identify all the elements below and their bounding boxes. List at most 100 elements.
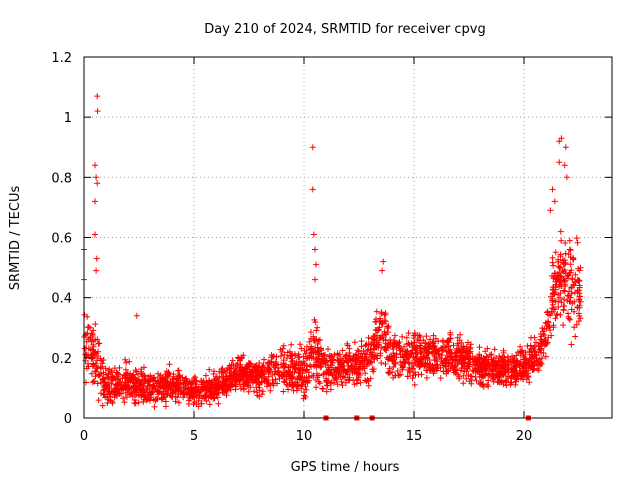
data-point	[467, 344, 474, 351]
data-point	[549, 254, 556, 261]
data-point	[469, 367, 476, 374]
data-point	[505, 369, 512, 376]
data-point	[551, 198, 558, 205]
data-point	[261, 356, 267, 363]
data-point	[318, 350, 325, 357]
data-point	[563, 174, 570, 181]
data-point	[556, 159, 563, 166]
data-point	[548, 332, 555, 339]
data-point	[417, 362, 424, 369]
data-point	[410, 365, 417, 372]
data-point	[484, 345, 491, 352]
data-point	[363, 341, 370, 348]
data-point	[314, 324, 321, 331]
data-point	[193, 377, 200, 384]
data-point	[339, 382, 346, 389]
data-point	[550, 275, 557, 282]
data-point	[447, 365, 454, 372]
data-point	[87, 324, 93, 331]
data-point	[326, 353, 333, 360]
data-point	[477, 380, 484, 387]
data-point	[573, 321, 580, 328]
data-point	[251, 388, 258, 395]
data-point	[132, 400, 139, 407]
data-point	[479, 372, 486, 379]
data-point	[324, 369, 331, 376]
data-point	[213, 385, 220, 392]
data-point	[313, 370, 320, 377]
data-point	[386, 353, 393, 360]
data-point	[309, 144, 316, 151]
data-point	[417, 333, 424, 340]
data-point	[550, 262, 557, 269]
data-point	[210, 371, 217, 377]
data-point	[358, 338, 365, 345]
data-point	[253, 376, 260, 383]
data-point	[382, 361, 389, 367]
data-point	[507, 358, 514, 365]
data-point	[492, 365, 499, 372]
data-point	[561, 162, 568, 169]
data-point	[571, 298, 578, 305]
data-point	[302, 378, 309, 385]
data-point	[302, 394, 309, 400]
data-point	[202, 372, 209, 379]
data-point	[549, 286, 556, 293]
data-point	[175, 385, 182, 392]
data-point	[567, 261, 574, 268]
data-point	[109, 373, 116, 380]
data-point	[463, 375, 470, 382]
data-point	[555, 258, 562, 265]
data-point	[452, 353, 459, 360]
data-point	[346, 345, 353, 352]
data-point	[313, 384, 320, 391]
data-point	[404, 373, 411, 380]
data-point	[372, 333, 379, 339]
data-point	[547, 327, 554, 334]
data-point	[537, 340, 544, 347]
data-point	[519, 373, 526, 380]
data-point	[178, 389, 185, 395]
data-point	[530, 367, 537, 374]
data-point	[402, 359, 409, 366]
data-point	[561, 296, 567, 303]
data-point	[538, 355, 545, 362]
data-point	[302, 383, 309, 390]
data-point	[308, 345, 315, 352]
data-point	[460, 380, 467, 387]
data-point	[377, 352, 384, 359]
data-point	[421, 349, 428, 356]
data-point	[259, 388, 266, 395]
data-point	[206, 401, 213, 408]
data-point	[465, 339, 471, 346]
data-point	[331, 351, 338, 358]
data-point	[92, 231, 98, 238]
data-point	[575, 265, 582, 272]
data-point	[324, 362, 331, 369]
data-point	[266, 366, 273, 373]
data-point	[542, 336, 549, 343]
data-point	[185, 401, 192, 407]
data-point	[320, 370, 327, 377]
data-point	[206, 366, 213, 373]
data-point	[558, 237, 565, 244]
data-point	[93, 368, 99, 375]
data-point	[93, 174, 100, 181]
data-point	[409, 375, 416, 382]
data-point	[202, 393, 209, 400]
x-tick-label: 10	[296, 429, 313, 444]
data-point	[562, 259, 569, 266]
data-point	[451, 363, 458, 370]
data-point	[451, 369, 457, 376]
data-point	[232, 386, 239, 393]
data-point	[460, 372, 467, 379]
data-point	[283, 381, 290, 388]
data-point	[215, 378, 222, 385]
data-point	[247, 360, 254, 367]
data-point	[384, 344, 390, 351]
data-point	[85, 360, 91, 367]
data-point	[307, 346, 314, 353]
data-point	[291, 381, 298, 388]
data-point	[362, 342, 369, 349]
data-point	[560, 322, 567, 329]
